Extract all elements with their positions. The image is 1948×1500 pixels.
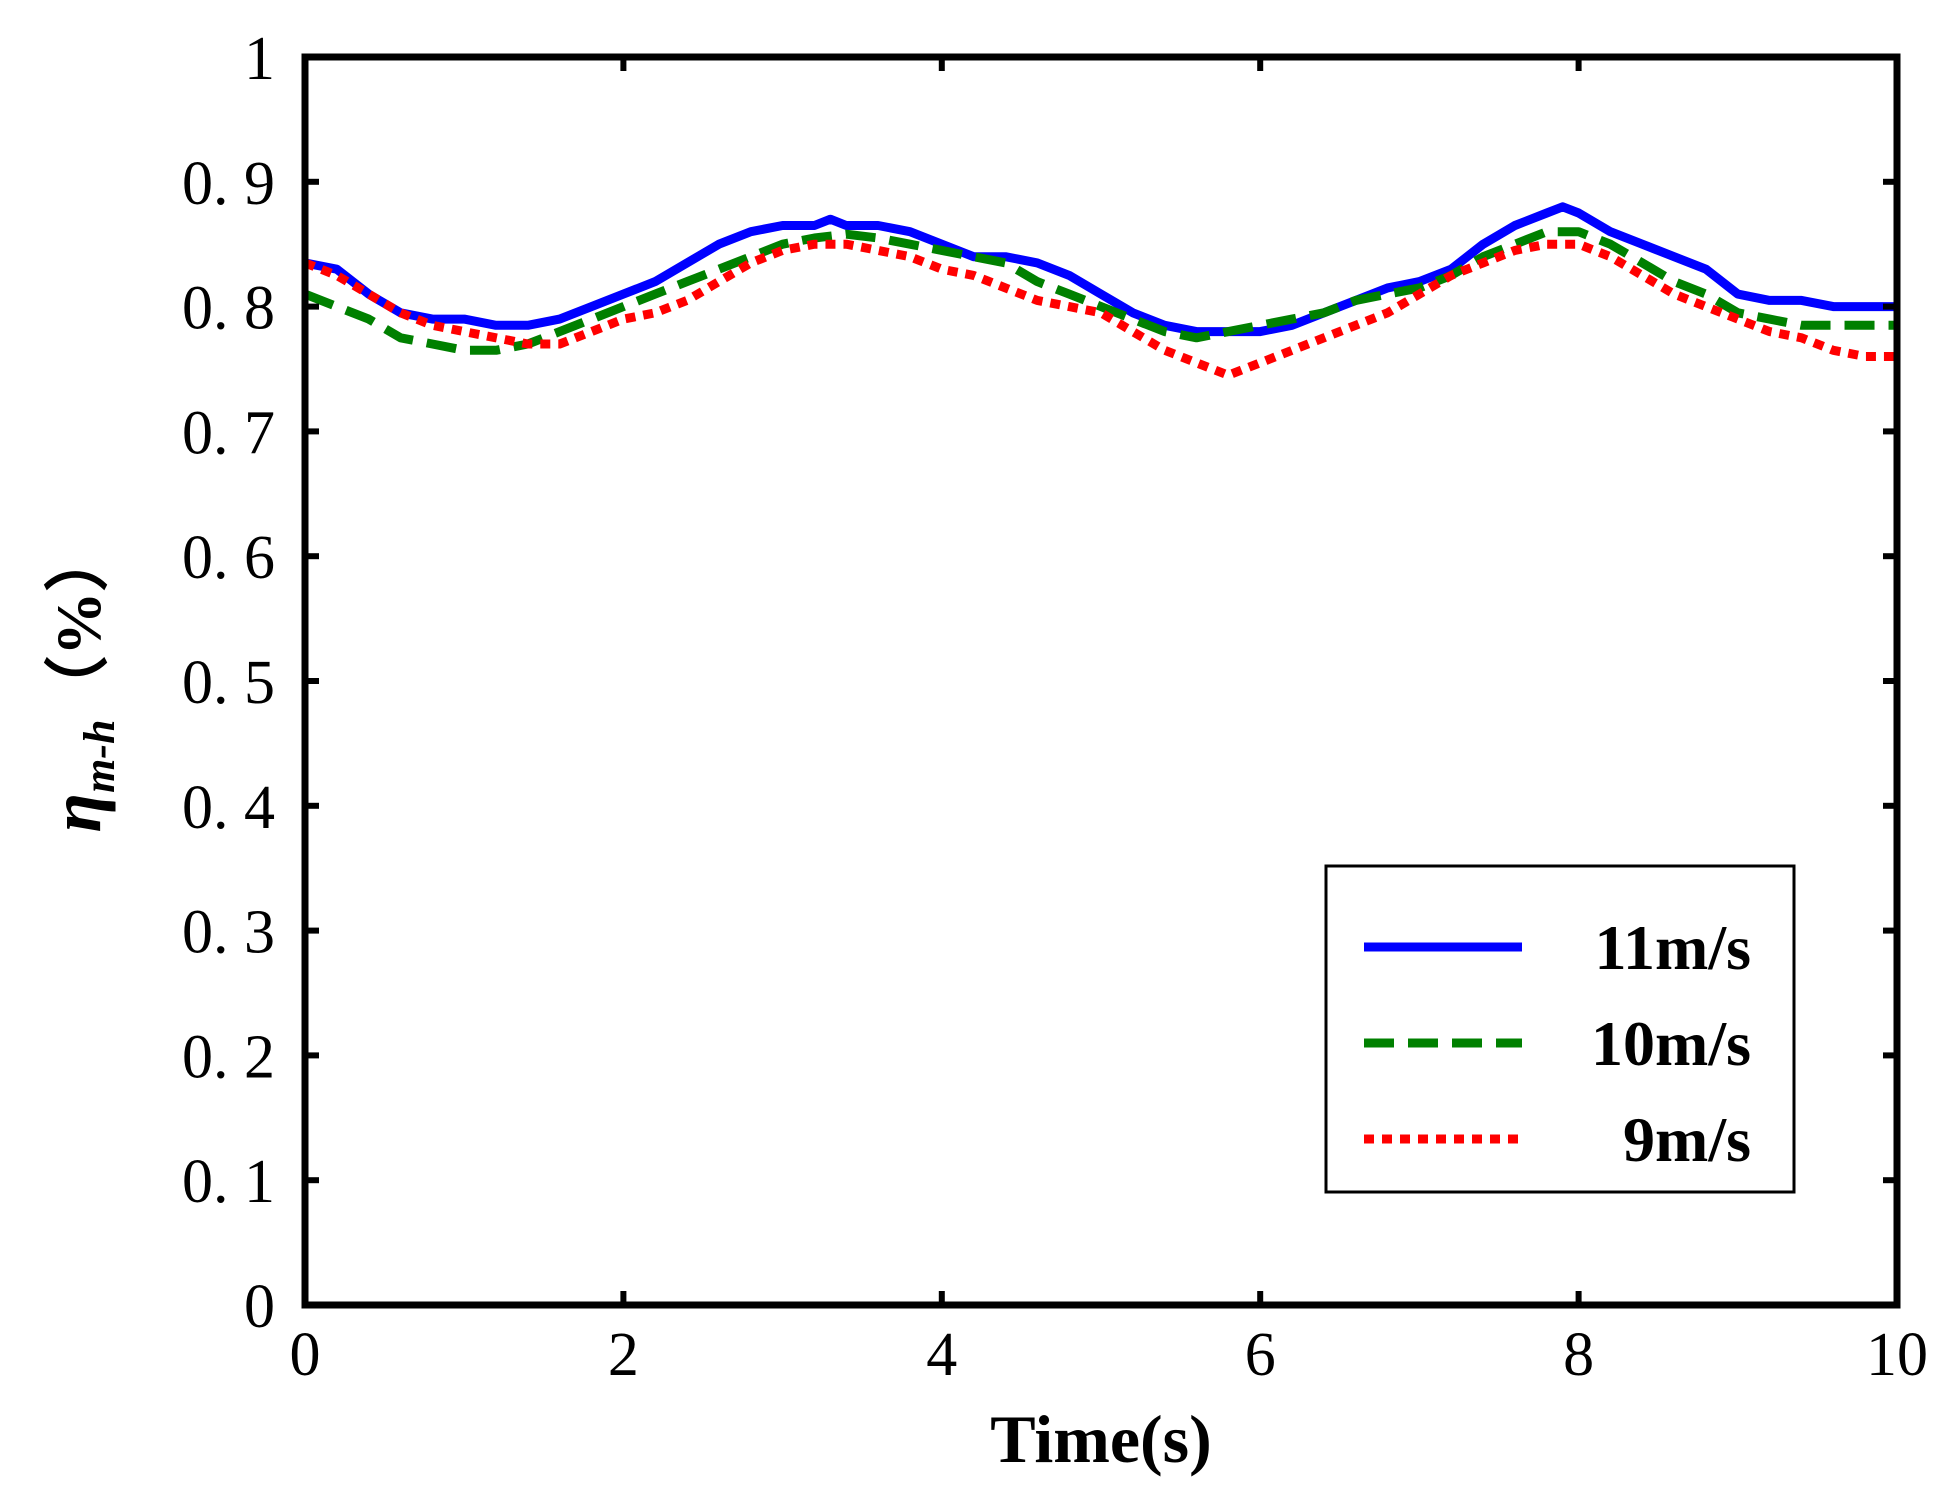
y-tick-label: 0. 3: [182, 899, 275, 967]
y-axis-subscript: m-h: [75, 720, 124, 793]
x-axis-label: Time(s): [990, 1401, 1212, 1477]
y-axis-label: ηm-h（%）: [36, 528, 124, 833]
y-tick-label: 0. 9: [182, 150, 275, 218]
y-tick-label: 0. 7: [182, 399, 275, 467]
x-tick-label: 4: [926, 1321, 957, 1389]
x-tick-label: 6: [1245, 1321, 1276, 1389]
series-line-10m-s: [303, 227, 1897, 355]
x-tick-label: 2: [608, 1321, 639, 1389]
y-tick-label: 0. 4: [182, 774, 275, 842]
y-axis-unit: （%）: [43, 528, 114, 720]
tick-layer: [302, 54, 1900, 1308]
y-tick-label: 0: [244, 1273, 275, 1341]
legend-label: 11m/s: [1595, 912, 1751, 983]
y-tick-label: 0. 5: [182, 649, 275, 717]
y-tick-label: 0. 1: [182, 1148, 275, 1216]
y-tick-label: 0. 6: [182, 524, 275, 592]
y-axis-symbol: η: [36, 793, 116, 833]
x-tick-label: 8: [1563, 1321, 1594, 1389]
series-line-11m-s: [304, 202, 1897, 337]
series-line-9m-s: [303, 239, 1897, 380]
x-tick-label: 0: [290, 1321, 321, 1389]
series-layer: [303, 202, 1897, 380]
y-tick-label: 0. 2: [182, 1023, 275, 1091]
y-tick-label: 1: [244, 25, 275, 93]
label-layer: 0 2 4 6 8 10 0 0. 1 0. 2 0. 3 0. 4 0. 5 0. 6 0. 7 0. 8…: [36, 25, 1928, 1477]
legend-label: 9m/s: [1623, 1104, 1751, 1175]
legend-label: 10m/s: [1591, 1008, 1751, 1079]
y-tick-label: 0. 8: [182, 275, 275, 343]
legend: 11m/s 10m/s 9m/s: [1324, 864, 1796, 1194]
x-tick-label: 10: [1866, 1321, 1928, 1389]
